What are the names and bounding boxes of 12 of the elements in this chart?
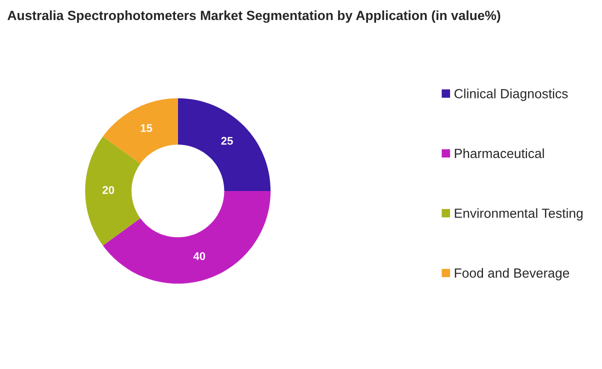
data-label: 40 xyxy=(193,252,206,260)
data-label: 15 xyxy=(140,124,152,132)
legend-label: Food and Beverage xyxy=(454,268,570,280)
data-label: 25 xyxy=(221,136,233,145)
donut-slice xyxy=(85,136,140,246)
chart-title: Australia Spectrophotometers Market Segmentation by Application (in value%) xyxy=(8,10,500,23)
legend-label: Clinical Diagnostics xyxy=(454,88,568,101)
legend-label: Environmental Testing xyxy=(454,208,583,221)
donut-slice xyxy=(178,98,271,191)
legend-label: Pharmaceutical xyxy=(454,148,544,158)
donut-slice xyxy=(102,98,178,164)
data-label: 20 xyxy=(102,186,114,194)
